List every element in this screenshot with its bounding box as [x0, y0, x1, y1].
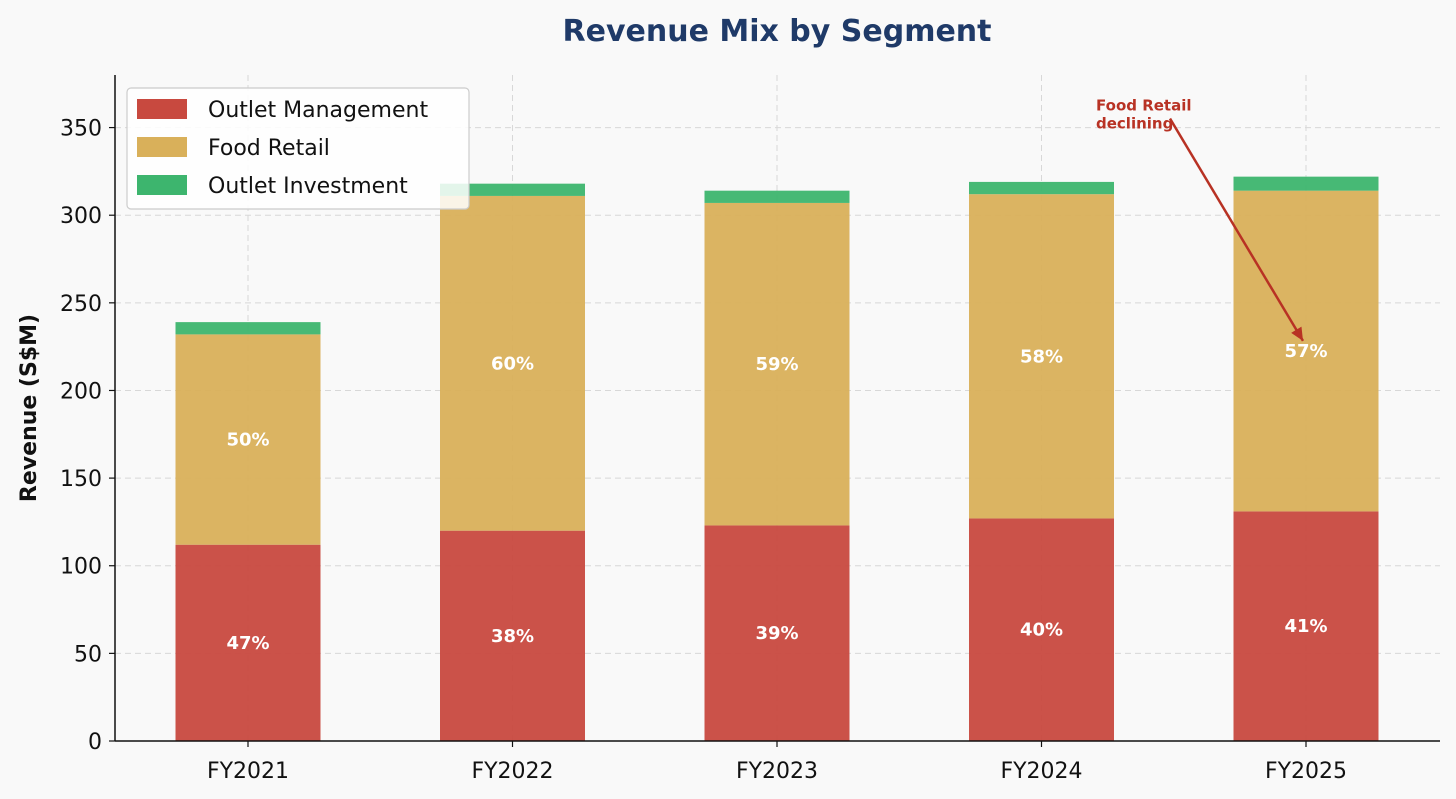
tick-labels-group: 0 50 100 150 200 250 300 350 FY2021 FY2022 FY2023 F… [60, 117, 1347, 784]
bar-food-retail-fy2024 [969, 194, 1114, 519]
x-tick-label-fy2023: FY2023 [736, 759, 818, 784]
bar-label-outlet-management-fy2021: 47% [226, 633, 269, 654]
legend-swatch-outlet-management [137, 99, 187, 119]
legend-swatch-outlet-investment [137, 175, 187, 195]
bar-food-retail-fy2021 [175, 334, 321, 545]
legend-label-outlet-investment: Outlet Investment [208, 174, 408, 199]
bar-food-retail-fy2023 [704, 202, 850, 526]
legend: Outlet Management Food Retail Outlet Inves… [126, 87, 470, 210]
annotation: Food Retail declining [1096, 97, 1305, 342]
annotation-arrow-line [1168, 117, 1305, 342]
bars-group [175, 176, 1379, 741]
legend-label-outlet-management: Outlet Management [208, 98, 428, 123]
chart-title: Revenue Mix by Segment [563, 14, 992, 49]
y-axis-label: Revenue (S$M) [17, 314, 42, 502]
bar-label-food-retail-fy2025: 57% [1284, 341, 1327, 362]
y-tick-label-100: 100 [60, 555, 102, 580]
bar-food-retail-fy2025 [1233, 190, 1379, 512]
bar-outlet-investment-fy2025 [1233, 176, 1379, 191]
bar-label-food-retail-fy2022: 60% [491, 353, 534, 374]
y-tick-label-150: 150 [60, 467, 102, 492]
bar-label-food-retail-fy2021: 50% [226, 430, 269, 451]
bar-outlet-management-fy2021 [175, 544, 321, 741]
bar-label-outlet-management-fy2022: 38% [491, 626, 534, 647]
bar-outlet-management-fy2025 [1233, 511, 1379, 741]
bar-label-outlet-management-fy2023: 39% [755, 623, 798, 644]
bar-outlet-investment-fy2024 [969, 181, 1114, 195]
y-tick-label-200: 200 [60, 379, 102, 404]
y-tick-label-0: 0 [88, 730, 102, 755]
bar-label-outlet-management-fy2024: 40% [1020, 620, 1063, 641]
annotation-arrow-head [1291, 326, 1303, 341]
y-tick-label-250: 250 [60, 292, 102, 317]
x-tick-label-fy2021: FY2021 [207, 759, 289, 784]
annotation-text: Food Retail declining [1096, 97, 1192, 133]
bar-labels-group: 47% 50% 38% 60% 39% 59% 40% 58% 41% 57% [226, 341, 1327, 654]
legend-swatch-food-retail [137, 137, 187, 157]
legend-box [126, 87, 470, 210]
x-tick-label-fy2024: FY2024 [1000, 759, 1082, 784]
bar-outlet-management-fy2023 [704, 525, 850, 741]
legend-label-food-retail: Food Retail [208, 136, 330, 161]
y-tick-label-350: 350 [60, 117, 102, 142]
bar-label-outlet-management-fy2025: 41% [1284, 616, 1327, 637]
y-tick-label-300: 300 [60, 204, 102, 229]
x-tick-label-fy2022: FY2022 [471, 759, 553, 784]
bar-outlet-investment-fy2021 [175, 322, 321, 335]
y-tick-label-50: 50 [74, 642, 102, 667]
bar-outlet-investment-fy2023 [704, 190, 850, 203]
bar-label-food-retail-fy2023: 59% [755, 354, 798, 375]
bar-label-food-retail-fy2024: 58% [1020, 346, 1063, 367]
x-tick-label-fy2025: FY2025 [1265, 759, 1347, 784]
bar-outlet-investment-fy2022 [440, 183, 585, 196]
bar-food-retail-fy2022 [440, 195, 585, 531]
bar-outlet-management-fy2024 [969, 518, 1114, 741]
bar-outlet-management-fy2022 [440, 530, 585, 741]
